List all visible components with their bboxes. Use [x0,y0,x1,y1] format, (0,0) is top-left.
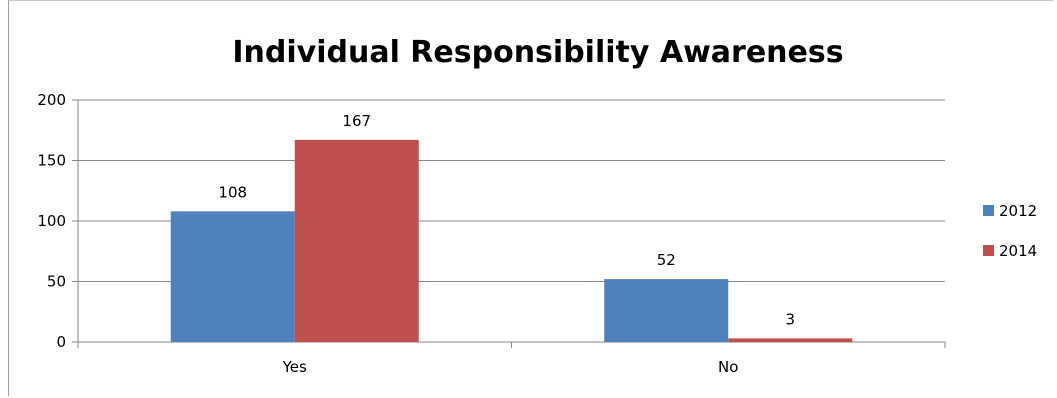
data-label: 52 [657,251,676,269]
data-label: 167 [342,112,371,130]
data-label: 108 [218,183,247,201]
x-tick-label: Yes [282,358,307,376]
chart-title: Individual Responsibility Awareness [232,35,843,70]
legend: 2012 2014 [983,202,1037,260]
x-tick-label: No [718,358,738,376]
legend-label: 2014 [999,242,1037,260]
bar-2012-No [604,279,729,342]
bar-2014-No [728,338,853,342]
y-tick-label: 0 [56,333,66,351]
bar-2014-Yes [294,139,419,342]
y-tick-label: 200 [37,91,66,109]
legend-label: 2012 [999,202,1037,220]
legend-swatch [983,205,994,216]
legend-swatch [983,245,994,256]
y-tick-label: 100 [37,212,66,230]
data-labels: 108 167 52 3 [218,112,795,328]
data-label: 3 [785,310,795,328]
y-tick-label: 150 [37,152,66,170]
bar-2012-Yes [170,211,295,342]
bars [170,139,853,342]
y-tick-label: 50 [47,273,66,291]
